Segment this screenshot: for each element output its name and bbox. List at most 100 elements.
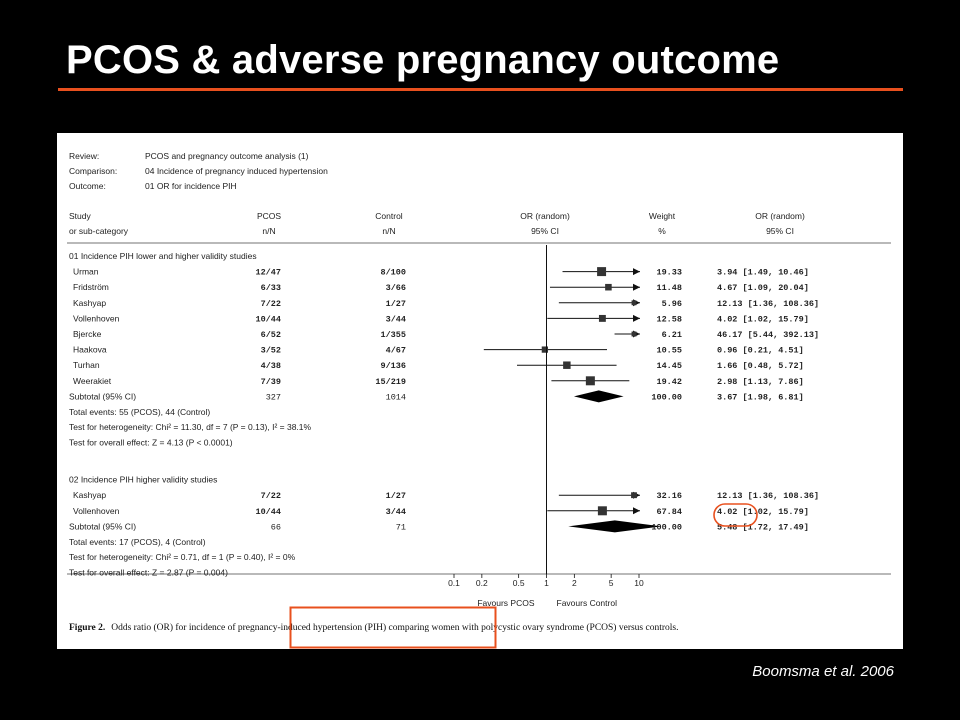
- weight-value: 67.84: [656, 507, 682, 517]
- point-estimate: [541, 346, 548, 353]
- study-name: Haakova: [73, 345, 107, 355]
- control-events: 1/27: [386, 491, 406, 501]
- subtotal-or-ci-text: 3.67 [1.98, 6.81]: [717, 392, 804, 402]
- pcos-events: 3/52: [261, 346, 281, 356]
- pcos-events: 7/22: [261, 299, 281, 309]
- subtotal-or-ci-text: 5.48 [1.72, 17.49]: [717, 522, 809, 532]
- point-estimate: [631, 331, 637, 337]
- header-or-plot: OR (random): [520, 211, 570, 221]
- x-tick-label: 0.1: [448, 578, 460, 588]
- header-control: Control: [375, 211, 403, 221]
- subtotal-label: Subtotal (95% CI): [69, 521, 136, 531]
- outcome-value: 01 OR for incidence PIH: [145, 181, 237, 191]
- group-label: 01 Incidence PIH lower and higher validi…: [69, 251, 257, 261]
- x-tick-label: 0.5: [513, 578, 525, 588]
- study-name: Turhan: [73, 360, 100, 370]
- study-name: Urman: [73, 267, 99, 277]
- group-note: Total events: 55 (PCOS), 44 (Control): [69, 407, 210, 417]
- study-name: Kashyap: [73, 298, 106, 308]
- subtotal-weight: 100.00: [651, 392, 682, 402]
- or-ci-text: 3.94 [1.49, 10.46]: [717, 268, 809, 278]
- header-control-sub: n/N: [382, 226, 395, 236]
- favours-pcos-label: Favours PCOS: [477, 598, 534, 608]
- pcos-events: 7/39: [261, 377, 281, 387]
- pcos-events: 10/44: [255, 507, 281, 517]
- svg-text:Figure 2.Odds ratio (OR) for i: Figure 2. Odds ratio (OR) for incidence o…: [69, 622, 678, 633]
- subtotal-diamond: [573, 390, 624, 403]
- group-note: Total events: 17 (PCOS), 4 (Control): [69, 537, 206, 547]
- x-tick-label: 2: [572, 578, 577, 588]
- point-estimate: [631, 300, 637, 306]
- or-ci-text: 4.02 [1.02, 15.79]: [717, 314, 809, 324]
- point-estimate: [597, 506, 607, 516]
- ci-arrow: [633, 314, 640, 322]
- point-estimate: [598, 314, 606, 322]
- weight-value: 11.48: [656, 283, 682, 293]
- header-or-plot-sub: 95% CI: [531, 226, 559, 236]
- or-ci-text: 46.17 [5.44, 392.13]: [717, 330, 819, 340]
- point-estimate: [597, 267, 607, 277]
- header-or-text-sub: 95% CI: [766, 226, 794, 236]
- slide-title: PCOS & adverse pregnancy outcome: [66, 38, 780, 82]
- comparison-label: Comparison:: [69, 166, 117, 176]
- or-ci-text: 12.13 [1.36, 108.36]: [717, 299, 819, 309]
- pcos-events: 4/38: [261, 361, 281, 371]
- subtotal-control: 1014: [386, 392, 406, 402]
- subtotal-pcos: 66: [271, 522, 281, 532]
- favours-control-label: Favours Control: [557, 598, 618, 608]
- group-label: 02 Incidence PIH higher validity studies: [69, 475, 217, 485]
- comparison-value: 04 Incidence of pregnancy induced hypert…: [145, 166, 328, 176]
- review-label: Review:: [69, 151, 99, 161]
- x-tick-label: 0.2: [476, 578, 488, 588]
- header-weight: Weight: [649, 211, 676, 221]
- subtotal-control: 71: [396, 522, 406, 532]
- weight-value: 12.58: [656, 314, 682, 324]
- weight-value: 6.21: [662, 330, 682, 340]
- control-events: 1/355: [380, 330, 406, 340]
- caption-lead: Figure 2.: [69, 623, 105, 633]
- control-events: 3/66: [386, 283, 406, 293]
- title-underline: [58, 88, 903, 91]
- study-name: Vollenhoven: [73, 313, 120, 323]
- x-tick-label: 10: [634, 578, 644, 588]
- or-ci-text: 4.67 [1.09, 20.04]: [717, 283, 809, 293]
- control-events: 15/219: [375, 377, 406, 387]
- control-events: 3/44: [386, 507, 406, 517]
- highlight-ellipse: [713, 503, 758, 527]
- control-events: 8/100: [380, 268, 406, 278]
- group-note: Test for heterogeneity: Chi² = 0.71, df …: [69, 552, 296, 562]
- or-ci-text: 12.13 [1.36, 108.36]: [717, 491, 819, 501]
- subtotal-diamond: [568, 520, 662, 533]
- group-note: Test for overall effect: Z = 4.13 (P < 0…: [69, 437, 233, 447]
- header-study-sub: or sub-category: [69, 226, 129, 236]
- weight-value: 19.33: [656, 268, 682, 278]
- or-ci-text: 4.02 [1.02, 15.79]: [717, 507, 809, 517]
- forest-plot: Review: PCOS and pregnancy outcome analy…: [67, 151, 891, 633]
- control-events: 4/67: [386, 346, 406, 356]
- weight-value: 5.96: [662, 299, 682, 309]
- x-tick-label: 1: [544, 578, 549, 588]
- citation: Boomsma et al. 2006: [752, 663, 894, 680]
- control-events: 9/136: [380, 361, 406, 371]
- header-or-text: OR (random): [755, 211, 805, 221]
- header-pcos: PCOS: [257, 211, 281, 221]
- outcome-label: Outcome:: [69, 181, 106, 191]
- ci-arrow: [633, 507, 640, 515]
- study-name: Bjercke: [73, 329, 102, 339]
- point-estimate: [585, 376, 595, 386]
- ci-arrow: [633, 283, 640, 291]
- point-estimate: [563, 361, 571, 369]
- weight-value: 10.55: [656, 346, 682, 356]
- header-study: Study: [69, 211, 91, 221]
- pcos-events: 6/33: [261, 283, 281, 293]
- point-estimate: [631, 492, 637, 499]
- review-value: PCOS and pregnancy outcome analysis (1): [145, 151, 309, 161]
- weight-value: 19.42: [656, 377, 682, 387]
- group-note: Test for overall effect: Z = 2.87 (P = 0…: [69, 567, 228, 577]
- pcos-events: 7/22: [261, 491, 281, 501]
- header-weight-sub: %: [658, 226, 666, 236]
- study-name: Weerakiet: [73, 376, 112, 386]
- x-tick-label: 5: [609, 578, 614, 588]
- header-pcos-sub: n/N: [262, 226, 275, 236]
- weight-value: 32.16: [656, 491, 682, 501]
